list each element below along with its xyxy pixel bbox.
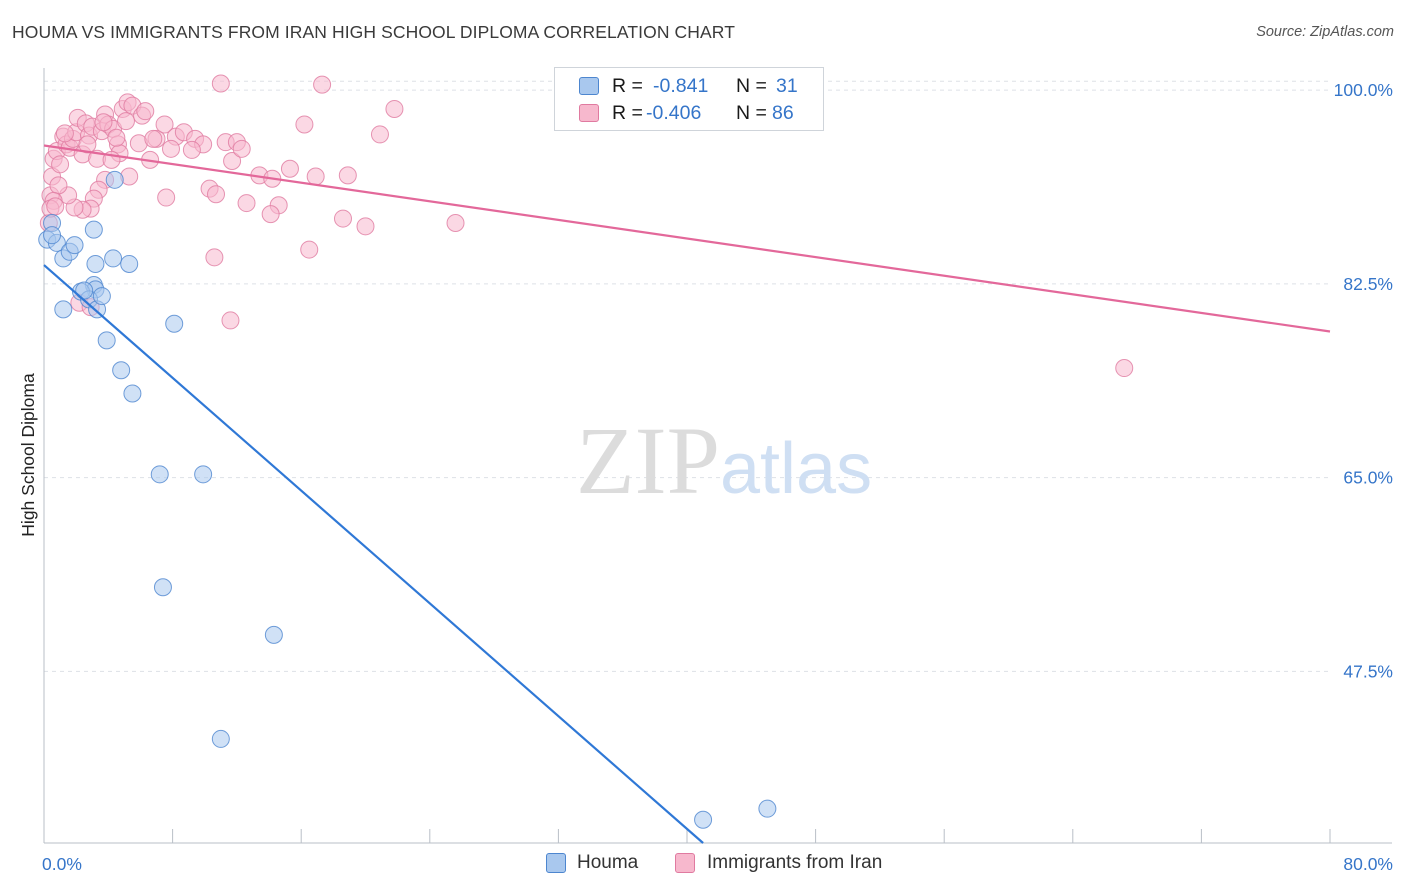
- y-axis-label: High School Diploma: [18, 373, 38, 537]
- iran-point: [107, 128, 126, 147]
- houma-point: [153, 578, 172, 597]
- iran-swatch: [675, 853, 695, 873]
- source-label: Source: ZipAtlas.com: [1256, 24, 1394, 40]
- y-tick-label: 82.5%: [1343, 274, 1393, 294]
- iran-legend-label: Immigrants from Iran: [707, 852, 883, 873]
- iran-point: [94, 113, 113, 132]
- y-tick-label: 47.5%: [1343, 661, 1393, 681]
- houma-point: [105, 170, 124, 189]
- iran-point: [46, 197, 65, 216]
- houma-point: [150, 465, 169, 484]
- houma-point: [211, 729, 230, 748]
- iran-point: [207, 185, 226, 204]
- houma-swatch: [579, 77, 599, 95]
- iran-point: [136, 102, 155, 121]
- houma-point: [97, 331, 116, 350]
- y-tick-label: 65.0%: [1343, 468, 1393, 488]
- iran-point: [211, 74, 230, 93]
- x-tick-label: 80.0%: [1343, 854, 1393, 874]
- legend-r-value: -0.406: [646, 102, 702, 124]
- iran-point: [261, 205, 280, 224]
- iran-trendline: [43, 144, 1331, 333]
- houma-point: [112, 361, 131, 380]
- houma-point: [86, 254, 105, 273]
- iran-point: [161, 139, 180, 158]
- houma-legend-label: Houma: [577, 852, 639, 873]
- iran-point: [221, 311, 240, 330]
- iran-point: [51, 155, 70, 174]
- tick-labels: 47.5% 65.0% 82.5% 100.0% 0.0% 80.0%: [42, 80, 1393, 874]
- houma-point: [43, 226, 62, 245]
- iran-point: [333, 209, 352, 228]
- iran-point: [295, 115, 314, 134]
- stats-legend: R = -0.841 N = 31 R = -0.406 N = 86: [554, 67, 824, 131]
- iran-point: [356, 217, 375, 236]
- houma-point: [65, 236, 84, 255]
- iran-point: [116, 112, 135, 131]
- legend-n-value: 86: [772, 102, 794, 124]
- iran-point: [205, 248, 224, 267]
- grid-lines: [44, 80, 1330, 672]
- houma-point: [165, 314, 184, 333]
- houma-point: [123, 384, 142, 403]
- iran-point: [300, 240, 319, 259]
- iran-point: [313, 75, 332, 94]
- legend-n-label: N =: [736, 102, 767, 124]
- iran-point: [157, 188, 176, 207]
- iran-point: [237, 194, 256, 213]
- legend-r-label: R =: [612, 75, 643, 97]
- houma-point: [264, 625, 283, 644]
- houma-point: [104, 249, 123, 268]
- legend-r-label: R =: [612, 102, 643, 124]
- iran-point: [144, 129, 163, 148]
- chart-title: HOUMA VS IMMIGRANTS FROM IRAN HIGH SCHOO…: [12, 22, 735, 42]
- iran-point: [232, 139, 251, 158]
- watermark-atlas: atlas: [720, 429, 872, 509]
- iran-swatch: [579, 104, 599, 122]
- iran-point: [280, 159, 299, 178]
- y-tick-label: 100.0%: [1334, 80, 1393, 100]
- trend-lines: [43, 144, 1331, 844]
- houma-trendline: [43, 264, 704, 844]
- houma-point: [194, 465, 213, 484]
- legend-r-value: -0.841: [653, 75, 709, 97]
- houma-points: [38, 170, 777, 829]
- houma-point: [120, 254, 139, 273]
- houma-swatch: [546, 853, 566, 873]
- iran-point: [306, 167, 325, 186]
- iran-point: [223, 152, 242, 170]
- houma-point: [758, 799, 777, 818]
- iran-point: [49, 176, 68, 195]
- iran-point: [1115, 359, 1134, 378]
- houma-point: [92, 287, 111, 306]
- houma-point: [694, 810, 713, 829]
- iran-point: [55, 124, 74, 143]
- iran-point: [78, 135, 97, 154]
- iran-points: [39, 74, 1134, 378]
- houma-point: [54, 300, 73, 319]
- iran-point: [446, 214, 465, 232]
- iran-point: [338, 166, 357, 185]
- iran-point: [182, 140, 201, 159]
- legend-n-value: 31: [776, 75, 798, 97]
- x-tick-label: 0.0%: [42, 854, 82, 874]
- legend-n-label: N =: [736, 75, 767, 97]
- houma-point: [84, 220, 103, 239]
- watermark-zip: ZIP: [576, 407, 720, 514]
- iran-point: [155, 115, 174, 134]
- iran-point: [385, 99, 404, 118]
- iran-point: [370, 125, 389, 144]
